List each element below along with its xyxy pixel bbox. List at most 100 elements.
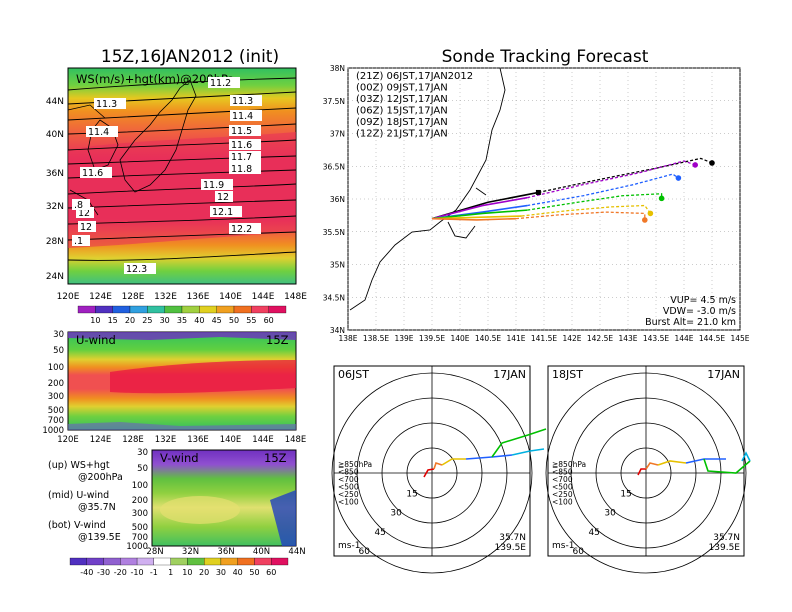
contour-label-bg <box>215 191 233 202</box>
panel-notes: (up) WS+hgt@200hPa (mid) U-wind@35.7N (bot… <box>48 460 123 543</box>
hodo-level-legend: <850 <box>552 468 573 477</box>
colorbar-swatch <box>199 305 217 314</box>
hodo-lat: 35.7N <box>713 533 740 543</box>
track-x-tick: 141E <box>506 334 525 343</box>
colorbar-swatch <box>69 557 87 566</box>
colorbar-tick: 20 <box>199 568 209 577</box>
track-x-tick: 140E <box>450 334 469 343</box>
v-wind-y-tick: 700 <box>132 533 148 543</box>
contour-label-bg <box>86 126 118 137</box>
note-line: (mid) U-wind <box>48 490 109 501</box>
ws-x-tick: 136E <box>187 292 210 302</box>
u-wind-time: 15Z <box>266 333 289 347</box>
contour-label: 12 <box>80 222 92 233</box>
colorbar-swatch <box>233 305 252 314</box>
burst-marker <box>535 189 541 195</box>
hodo-trace <box>423 468 435 478</box>
colorbar-tick: 60 <box>266 568 276 577</box>
ws-y-tick: 36N <box>46 169 64 179</box>
track-y-tick: 37N <box>330 130 345 139</box>
track-line-solid <box>431 217 517 221</box>
colorbar-swatch <box>112 305 131 314</box>
contour-label: 11.3 <box>96 99 117 110</box>
colorbar-swatch <box>254 557 272 566</box>
track-x-tick: 144E <box>674 334 693 343</box>
track-x-tick: 145E <box>730 334 749 343</box>
ws-y-tick: 44N <box>46 97 64 107</box>
contour-label-bg <box>72 199 90 210</box>
track-endpoint <box>692 162 698 168</box>
colorbar-tick: 10 <box>90 316 100 325</box>
track-x-tick: 142.5E <box>587 334 613 343</box>
track-legend-entry: (12Z) 21JST,17JAN <box>356 129 448 140</box>
track-legend-entry: (21Z) 06JST,17JAN2012 <box>356 71 473 82</box>
contour-label: 11.7 <box>231 152 252 163</box>
ws-y-tick: 40N <box>46 130 64 140</box>
hodo-level-legend: <700 <box>552 475 573 484</box>
colorbar-swatch <box>136 557 154 566</box>
contour-label-bg <box>208 77 240 88</box>
v-wind-y-tick: 30 <box>137 448 148 458</box>
contour-label: 12 <box>217 192 229 203</box>
colorbar-tick: 25 <box>142 316 152 325</box>
track-line-forecast <box>515 211 646 220</box>
colorbar-swatch <box>187 557 205 566</box>
hodo-level-legend: <850 <box>338 468 359 477</box>
hodo-level-legend: <100 <box>338 498 359 507</box>
track-legend-entry: (00Z) 09JST,17JAN <box>356 83 448 94</box>
contour-label-bg <box>94 98 126 109</box>
colorbar-tick: -10 <box>131 568 144 577</box>
u-wind-y-tick: 50 <box>53 346 64 356</box>
colorbar-swatch <box>204 557 222 566</box>
ws-x-ticks: 120E 124E 128E 132E 136E 140E 144E 148E <box>57 292 308 302</box>
ws-y-ticks: 44N 40N 36N 32N 28N 24N <box>46 97 64 282</box>
colorbar-swatch <box>237 557 255 566</box>
track-x-tick: 139E <box>394 334 413 343</box>
v-wind-y-tick: 1000 <box>126 542 148 552</box>
hodo-trace <box>491 428 547 458</box>
contour-label-bg <box>229 163 261 174</box>
colorbar-swatch <box>120 557 138 566</box>
colorbar-swatch <box>251 305 269 314</box>
contour-label: 11.5 <box>231 126 252 137</box>
contour-label: 12 <box>78 208 90 219</box>
note-line: @139.5E <box>78 532 121 543</box>
hodo-time: 18JST <box>552 368 583 381</box>
u-wind-y-tick: 500 <box>48 406 64 416</box>
colorbar-swatch <box>147 305 165 314</box>
note-line: @200hPa <box>78 472 123 483</box>
track-y-tick: 36.5N <box>323 162 345 171</box>
colorbar-tick: 40 <box>233 568 243 577</box>
track-y-tick: 36N <box>330 195 345 204</box>
v-wind-x-tick: 44N <box>288 547 305 557</box>
ws-y-tick: 24N <box>46 272 64 282</box>
v-wind-label: V-wind <box>160 451 199 465</box>
colorbar-tick: 50 <box>249 568 259 577</box>
hodo-ring-label: 45 <box>588 528 599 538</box>
hodo-trace <box>637 468 646 476</box>
track-y-tick: 37.5N <box>323 97 345 106</box>
colorbar-swatch <box>268 305 287 314</box>
contour-label: .8 <box>74 200 83 211</box>
track-legend-entry: (06Z) 15JST,17JAN <box>356 106 448 117</box>
contour-label-bg <box>229 223 261 234</box>
note-line: (bot) V-wind <box>48 520 106 531</box>
hodo-ring-label: 15 <box>406 489 417 499</box>
track-line-solid <box>431 209 528 220</box>
hodo-trace <box>741 451 751 462</box>
hodo-level-legend: <500 <box>338 483 359 492</box>
contour-label-bg <box>80 167 112 178</box>
u-wind-y-tick: 300 <box>48 392 64 402</box>
hodo-trace <box>441 458 466 466</box>
contour-label-bg <box>230 110 262 121</box>
colorbar-tick: -30 <box>97 568 110 577</box>
v-wind-y-tick: 50 <box>137 464 148 474</box>
contour-label-bg <box>124 263 156 274</box>
colorbar-swatch <box>271 557 289 566</box>
